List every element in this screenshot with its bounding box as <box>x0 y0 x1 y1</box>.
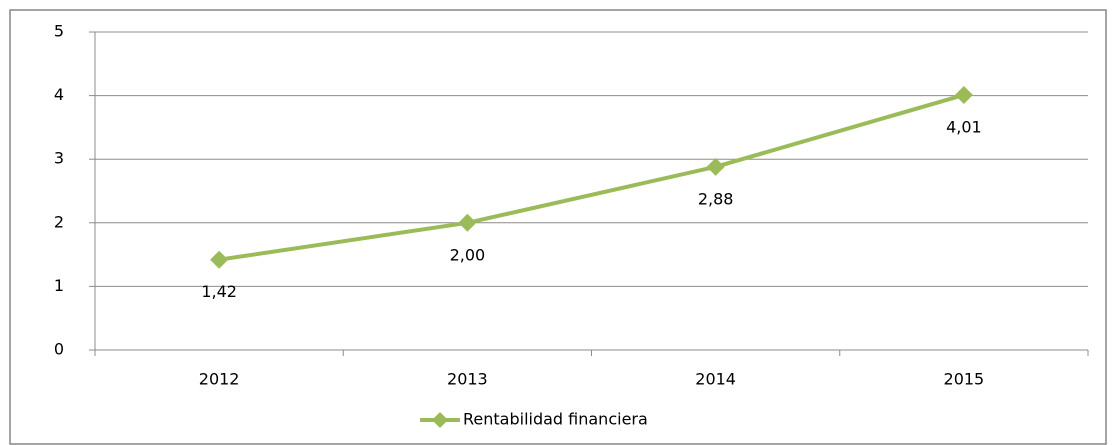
y-tick-label: 5 <box>54 22 64 41</box>
series-line <box>218 93 965 262</box>
x-tick-label: 2015 <box>944 370 985 389</box>
data-label: 1,42 <box>201 282 237 301</box>
legend-marker <box>432 412 448 428</box>
data-point <box>210 250 229 269</box>
data-label: 2,88 <box>698 189 734 208</box>
y-tick-label: 0 <box>54 340 64 359</box>
y-tick-label: 2 <box>54 212 64 231</box>
x-tick-label: 2013 <box>447 370 488 389</box>
y-tick-label: 4 <box>54 85 64 104</box>
chart-frame <box>9 9 1107 445</box>
data-point <box>706 157 725 176</box>
data-label: 4,01 <box>946 117 982 136</box>
y-tick-label: 3 <box>54 149 64 168</box>
data-point <box>954 85 973 104</box>
data-label: 2,00 <box>450 245 486 264</box>
x-tick-label: 2014 <box>695 370 736 389</box>
y-tick-label: 1 <box>54 276 64 295</box>
x-tick-label: 2012 <box>199 370 240 389</box>
data-point <box>458 213 477 232</box>
legend-label: Rentabilidad financiera <box>463 410 648 429</box>
